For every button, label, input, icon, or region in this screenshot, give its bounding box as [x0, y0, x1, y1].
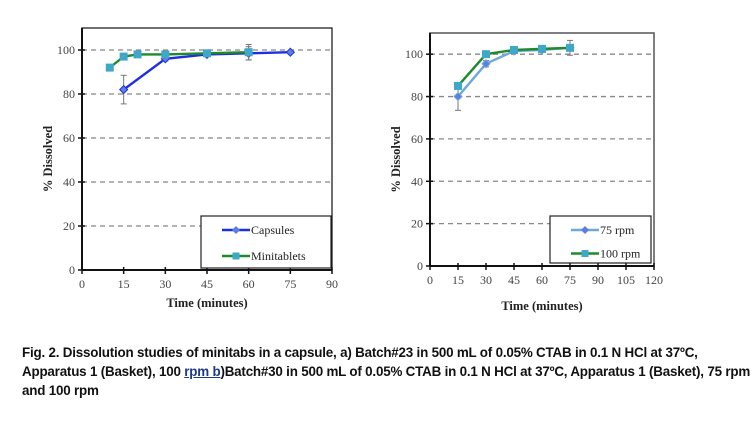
data-point — [454, 81, 462, 90]
y-tick-label: 100 — [405, 47, 423, 61]
x-tick-label: 90 — [326, 277, 338, 291]
y-tick-label: 80 — [63, 87, 75, 101]
x-tick-label: 90 — [592, 273, 604, 287]
data-point — [566, 43, 574, 52]
y-tick-label: 0 — [69, 263, 75, 277]
series-minitablets — [105, 44, 253, 72]
legend-label: Minitablets — [251, 249, 306, 263]
legend-label: Capsules — [251, 223, 295, 237]
data-point — [481, 59, 491, 69]
data-point — [203, 49, 211, 58]
y-tick-label: 20 — [63, 219, 75, 233]
y-tick-label: 60 — [411, 132, 423, 146]
data-point — [453, 91, 463, 102]
data-point — [538, 44, 546, 53]
data-point — [285, 47, 296, 57]
caption-text-1: Fig. 2. Dissolution studies of minitabs … — [22, 345, 698, 379]
x-axis-label: Time (minutes) — [166, 296, 247, 310]
x-tick-label: 75 — [564, 273, 576, 287]
x-tick-label: 15 — [452, 273, 464, 287]
data-point — [244, 48, 253, 57]
figure-charts: 0 20 40 60 80 100 0 15 30 45 60 75 90 Time (minutes)%… — [41, 27, 663, 313]
caption-text-2: )Batch#30 in 500 mL of 0.05% CTAB in 0.1… — [22, 364, 751, 398]
x-tick-label: 30 — [159, 277, 171, 291]
figure-caption: Fig. 2. Dissolution studies of minitabs … — [22, 343, 752, 400]
legend: 75 rpm 100 rpm — [549, 215, 652, 264]
y-tick-label: 60 — [63, 131, 75, 145]
x-tick-label: 60 — [536, 273, 548, 287]
x-tick-label: 45 — [201, 277, 213, 291]
y-tick-label: 0 — [417, 259, 423, 273]
x-tick-label: 60 — [243, 277, 255, 291]
x-tick-label: 15 — [118, 277, 130, 291]
legend: Capsules Minitablets — [200, 215, 332, 269]
data-point — [510, 45, 518, 54]
x-tick-label: 30 — [480, 273, 492, 287]
y-tick-label: 40 — [411, 174, 423, 188]
y-tick-label: 80 — [411, 90, 423, 104]
y-axis-label: % Dissolved — [41, 126, 55, 192]
y-tick-label: 20 — [411, 217, 423, 231]
legend-box — [549, 215, 652, 264]
data-point — [105, 63, 114, 72]
chart-panel-b: 0 20 40 60 80 100 0 15 30 45 60 75 90 105 120 Time (min… — [389, 32, 663, 313]
chart-panel-a: 0 20 40 60 80 100 0 15 30 45 60 75 90 Time (minutes)%… — [41, 27, 338, 310]
x-axis-label: Time (minutes) — [501, 299, 582, 313]
x-tick-label: 0 — [427, 273, 433, 287]
x-tick-label: 45 — [508, 273, 520, 287]
legend-marker — [232, 226, 240, 234]
x-tick-label: 75 — [284, 277, 296, 291]
y-axis-label: % Dissolved — [389, 126, 403, 192]
legend-label: 75 rpm — [600, 223, 635, 237]
x-tick-label: 105 — [617, 273, 635, 287]
legend-marker — [581, 250, 589, 257]
y-tick-label: 100 — [57, 43, 75, 57]
legend-marker — [581, 226, 589, 234]
x-tick-label: 120 — [645, 273, 663, 287]
data-point — [161, 50, 170, 59]
series-100-rpm — [454, 43, 574, 90]
data-point — [133, 50, 142, 59]
x-tick-label: 0 — [79, 277, 85, 291]
y-tick-label: 40 — [63, 175, 75, 189]
legend-label: 100 rpm — [600, 247, 641, 261]
legend-marker — [232, 252, 240, 260]
data-point — [118, 84, 129, 95]
data-point — [482, 50, 490, 59]
caption-link[interactable]: rpm b — [184, 364, 221, 379]
legend-box — [200, 215, 332, 269]
data-point — [119, 52, 128, 61]
